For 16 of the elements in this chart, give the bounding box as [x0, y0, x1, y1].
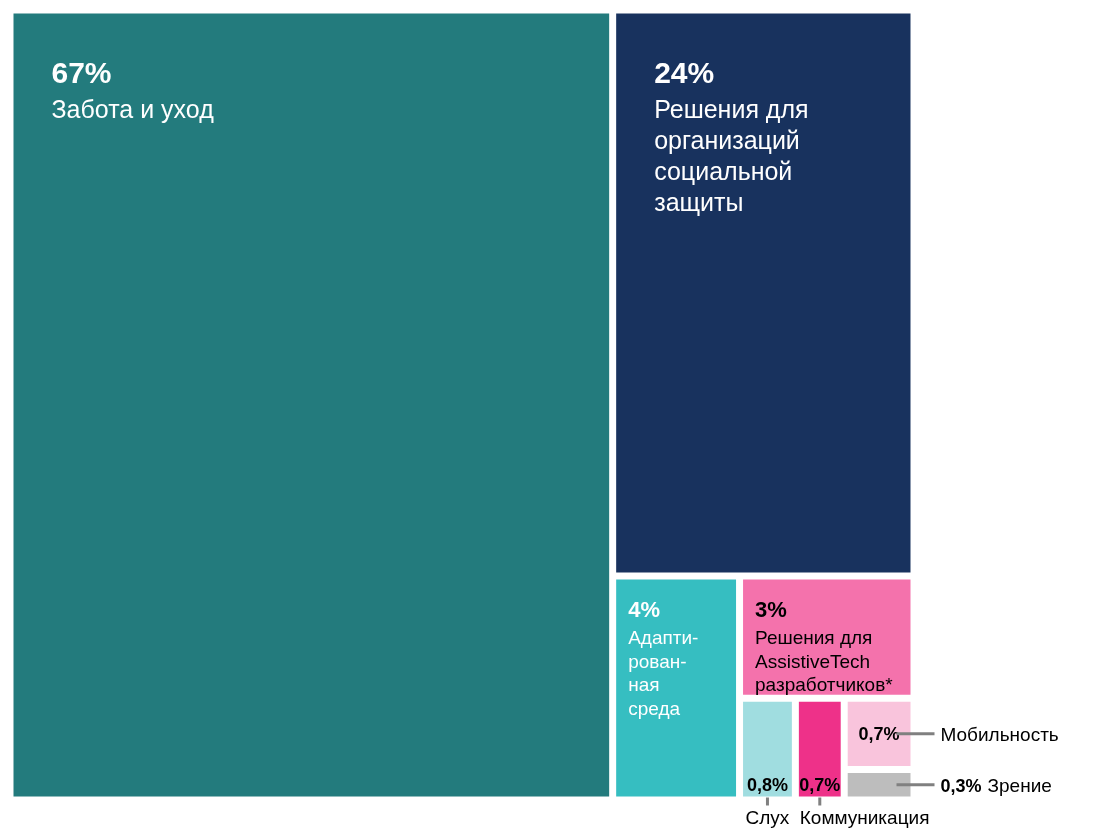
category-label: Коммуникация — [799, 806, 930, 828]
data-label: 0,7% — [799, 774, 841, 795]
data-label: 24% — [654, 55, 715, 89]
category-label: Адапти- рован- ная среда — [628, 626, 699, 720]
data-label: 0,3% — [940, 775, 982, 796]
category-label: Слух — [745, 806, 790, 828]
category-label: Зрение — [987, 774, 1052, 796]
data-label: 4% — [628, 597, 660, 623]
category-label: Мобильность — [940, 723, 1059, 745]
data-label: 0,8% — [746, 774, 788, 795]
data-label: 3% — [755, 597, 787, 623]
category-label: Решения для организаций социальной защиты — [654, 94, 809, 217]
category-label: Забота и уход — [51, 94, 215, 123]
data-label: 0,7% — [858, 724, 900, 745]
data-label: 67% — [51, 55, 112, 89]
category-label: Решения для AssistiveTech разработчиков* — [755, 626, 894, 696]
